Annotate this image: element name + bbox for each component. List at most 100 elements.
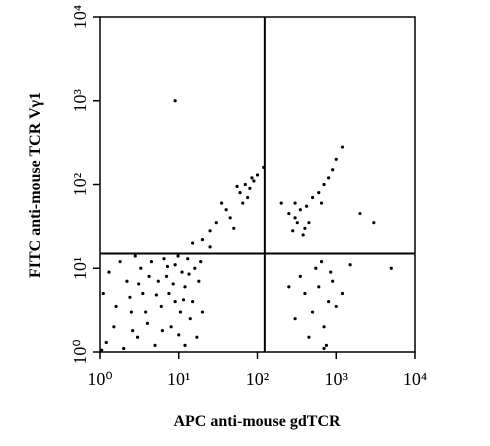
event-dot bbox=[340, 145, 345, 149]
x-axis-label: APC anti-mouse gdTCR bbox=[173, 413, 341, 430]
event-dot bbox=[129, 310, 133, 314]
event-dot bbox=[114, 304, 118, 309]
event-dot bbox=[191, 299, 195, 304]
event-dot bbox=[224, 208, 228, 212]
event-dot bbox=[232, 226, 236, 230]
event-dot bbox=[255, 173, 260, 177]
event-dot bbox=[135, 335, 140, 339]
event-dot bbox=[303, 291, 307, 296]
event-dot bbox=[180, 270, 184, 274]
event-dot bbox=[322, 182, 326, 187]
event-dot bbox=[301, 233, 305, 237]
y-tick-label: 10³ bbox=[70, 88, 90, 112]
event-dot bbox=[183, 285, 187, 289]
event-dot bbox=[334, 304, 338, 309]
event-dot bbox=[169, 325, 173, 329]
event-dot bbox=[303, 226, 307, 230]
event-dot bbox=[298, 208, 302, 212]
x-tick-label: 10⁴ bbox=[403, 369, 427, 389]
event-dot bbox=[295, 221, 299, 225]
event-dot bbox=[208, 229, 212, 233]
event-dot bbox=[173, 263, 177, 267]
event-dot bbox=[372, 221, 376, 225]
x-tick-label: 10⁰ bbox=[87, 369, 112, 389]
event-dot bbox=[322, 346, 326, 351]
event-dot bbox=[314, 266, 318, 270]
y-tick-label: 10⁰ bbox=[70, 339, 90, 364]
event-dot bbox=[248, 186, 252, 190]
event-dot bbox=[238, 191, 242, 195]
event-dot bbox=[358, 211, 362, 216]
event-dot bbox=[154, 293, 158, 297]
event-dot bbox=[173, 299, 177, 304]
event-dot bbox=[160, 329, 165, 333]
event-dot bbox=[104, 340, 108, 345]
x-tick-label: 10¹ bbox=[167, 369, 190, 389]
event-dot bbox=[128, 295, 132, 299]
event-dot bbox=[331, 168, 335, 172]
event-dot bbox=[165, 264, 170, 269]
event-dot bbox=[291, 229, 295, 233]
event-dot bbox=[188, 317, 192, 321]
event-dot bbox=[153, 343, 157, 347]
event-dot bbox=[191, 241, 195, 245]
event-dot bbox=[131, 329, 135, 333]
event-dot bbox=[348, 263, 352, 267]
event-dot bbox=[241, 201, 245, 205]
event-dot bbox=[137, 282, 141, 286]
event-dot bbox=[133, 254, 137, 258]
event-dot bbox=[310, 310, 315, 314]
y-tick-label: 10² bbox=[70, 173, 90, 196]
event-dot bbox=[177, 333, 181, 337]
event-dot bbox=[324, 343, 329, 347]
event-dot bbox=[389, 266, 393, 270]
event-dot bbox=[147, 274, 151, 278]
event-dot bbox=[200, 237, 205, 242]
event-dot bbox=[156, 279, 160, 283]
event-dot bbox=[307, 221, 311, 225]
event-dot bbox=[141, 291, 145, 296]
event-dot bbox=[145, 321, 150, 325]
event-dot bbox=[304, 204, 309, 208]
y-tick-label: 10¹ bbox=[70, 257, 90, 280]
event-dot bbox=[176, 254, 180, 258]
event-dot bbox=[195, 335, 199, 339]
event-dot bbox=[307, 335, 311, 339]
event-dot bbox=[310, 195, 315, 200]
event-dot bbox=[193, 266, 197, 270]
event-dot bbox=[279, 201, 283, 205]
event-dot bbox=[183, 343, 187, 347]
event-dot bbox=[118, 260, 122, 264]
event-dot bbox=[159, 304, 163, 309]
event-dot bbox=[200, 310, 205, 314]
event-dot bbox=[287, 211, 291, 216]
event-dot bbox=[235, 184, 239, 188]
event-dot bbox=[112, 325, 116, 329]
event-dot bbox=[246, 195, 250, 200]
event-dot bbox=[319, 260, 324, 264]
event-dot bbox=[107, 270, 111, 274]
event-dot bbox=[186, 257, 190, 261]
event-dot bbox=[139, 266, 143, 270]
event-dot bbox=[144, 310, 148, 314]
event-dot bbox=[228, 216, 232, 220]
event-dot bbox=[317, 285, 321, 289]
y-tick-label: 10⁴ bbox=[70, 5, 90, 29]
event-dot bbox=[171, 282, 175, 286]
event-dot bbox=[164, 274, 169, 278]
x-tick-label: 10³ bbox=[325, 369, 349, 389]
x-tick-label: 10² bbox=[246, 369, 269, 389]
event-dot bbox=[199, 260, 203, 264]
event-dot bbox=[125, 279, 129, 283]
event-dot bbox=[252, 179, 256, 183]
event-dot bbox=[197, 279, 201, 283]
event-dot bbox=[162, 257, 166, 261]
event-dot bbox=[287, 285, 291, 289]
event-dot bbox=[322, 325, 326, 329]
event-dot bbox=[317, 191, 321, 195]
event-dot bbox=[101, 291, 105, 296]
event-dot bbox=[293, 317, 297, 321]
plot-frame bbox=[99, 16, 416, 353]
event-dot bbox=[334, 157, 338, 161]
event-dot bbox=[340, 291, 345, 296]
